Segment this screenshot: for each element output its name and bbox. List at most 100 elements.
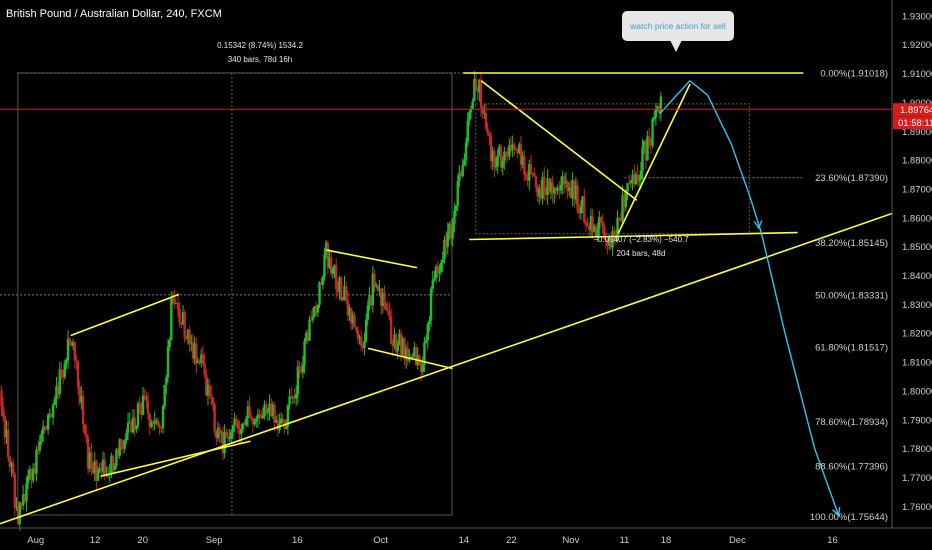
candle-body — [546, 178, 549, 195]
fib-label-50: 50.00%(1.83331) — [815, 290, 888, 301]
candle-body — [276, 420, 280, 430]
candle-body — [526, 176, 529, 181]
candle-body — [76, 361, 80, 387]
candle-body — [63, 363, 66, 378]
candle-body — [228, 437, 231, 440]
candle-body — [436, 266, 439, 274]
candle-body — [286, 404, 290, 427]
candle-body — [256, 414, 260, 419]
fib-label-78-6: 78.60%(1.78934) — [815, 417, 888, 428]
x-tick: 16 — [292, 535, 303, 546]
candle-body — [513, 144, 516, 150]
candle-body — [206, 384, 210, 396]
candle-body — [88, 452, 91, 469]
candle-body — [20, 502, 23, 506]
candle-body — [153, 421, 156, 424]
candle-body — [503, 151, 506, 161]
candle-body — [386, 309, 389, 311]
candle-body — [334, 264, 338, 290]
fib-label-61-8: 61.80%(1.81517) — [815, 343, 888, 354]
candle-body — [248, 406, 251, 417]
candle-body — [584, 222, 588, 226]
candle-body — [120, 439, 123, 449]
candle-body — [240, 429, 243, 435]
candle-body — [439, 262, 443, 272]
candle-body — [579, 206, 583, 214]
candle-body — [70, 341, 73, 347]
fib-label-88-6: 88.60%(1.77396) — [815, 462, 888, 473]
candle-body — [536, 187, 539, 197]
y-tick: 1.78000 — [902, 444, 932, 455]
candle-body — [589, 216, 593, 230]
candle-body — [371, 273, 375, 306]
candle-body — [591, 216, 594, 232]
candle-body — [626, 183, 629, 192]
candle-body — [633, 174, 636, 185]
candle-body — [331, 268, 335, 274]
candle-body — [396, 343, 399, 352]
candle-body — [293, 397, 296, 399]
candle-body — [544, 191, 548, 195]
candle-body — [319, 282, 323, 285]
candle-body — [389, 316, 393, 344]
candle-body — [549, 182, 553, 192]
candle-body — [141, 395, 145, 416]
y-tick: 1.85000 — [902, 242, 932, 253]
candle-body — [68, 338, 71, 342]
candle-body — [489, 136, 493, 161]
fib-label-0: 0.00%(1.91018) — [820, 69, 888, 80]
y-tick: 1.81000 — [902, 358, 932, 369]
candle-body — [393, 334, 396, 347]
candle-body — [534, 176, 538, 188]
candle-body — [398, 333, 401, 344]
aug-resistance-line — [70, 293, 180, 337]
candle-body — [266, 411, 270, 413]
candle-body — [35, 449, 38, 474]
candle-body — [446, 232, 449, 248]
candle-body — [173, 298, 176, 304]
candle-body — [100, 468, 103, 472]
candle-body — [473, 78, 476, 102]
candle-body — [271, 404, 275, 416]
candle-body — [461, 165, 464, 176]
candle-body — [86, 437, 90, 469]
candle-body — [506, 155, 509, 157]
candle-body — [448, 223, 451, 233]
candle-body — [628, 183, 631, 185]
candle-body — [479, 79, 483, 108]
candle-body — [161, 406, 165, 428]
candle-body — [270, 403, 273, 416]
annotation-callout[interactable]: watch price action for sell — [622, 11, 734, 52]
candle-body — [216, 427, 220, 438]
candle-body — [33, 468, 37, 474]
candle-body — [203, 363, 206, 375]
x-tick: 14 — [459, 535, 470, 546]
time-axis[interactable]: Aug 12 20 Sep 16 Oct 14 22 Nov 11 18 Dec… — [0, 527, 932, 546]
y-tick: 1.92000 — [902, 40, 932, 51]
fib-label-23-6: 23.60%(1.87390) — [815, 173, 888, 184]
candle-body — [646, 136, 649, 161]
candle-body — [323, 254, 326, 277]
candle-body — [280, 418, 283, 424]
candle-body — [581, 196, 584, 207]
candle-body — [73, 341, 76, 361]
candle-body — [103, 459, 106, 476]
candle-body — [478, 79, 481, 93]
candle-body — [388, 310, 391, 317]
candle-body — [468, 111, 471, 122]
fib-label-38-2: 38.20%(1.85145) — [815, 238, 888, 249]
candle-body — [115, 449, 118, 466]
candle-body — [564, 181, 568, 184]
price-axis[interactable]: 1.93000 1.92000 1.91000 1.90000 1.89000 … — [891, 0, 932, 528]
candle-body — [459, 172, 463, 176]
candle-body — [66, 338, 70, 360]
candle-body — [363, 341, 366, 349]
candle-body — [358, 336, 361, 339]
candle-body — [514, 149, 518, 151]
candle-body — [136, 403, 140, 426]
candle-body — [583, 196, 586, 223]
candle-body — [40, 433, 43, 442]
candle-body — [659, 96, 663, 113]
